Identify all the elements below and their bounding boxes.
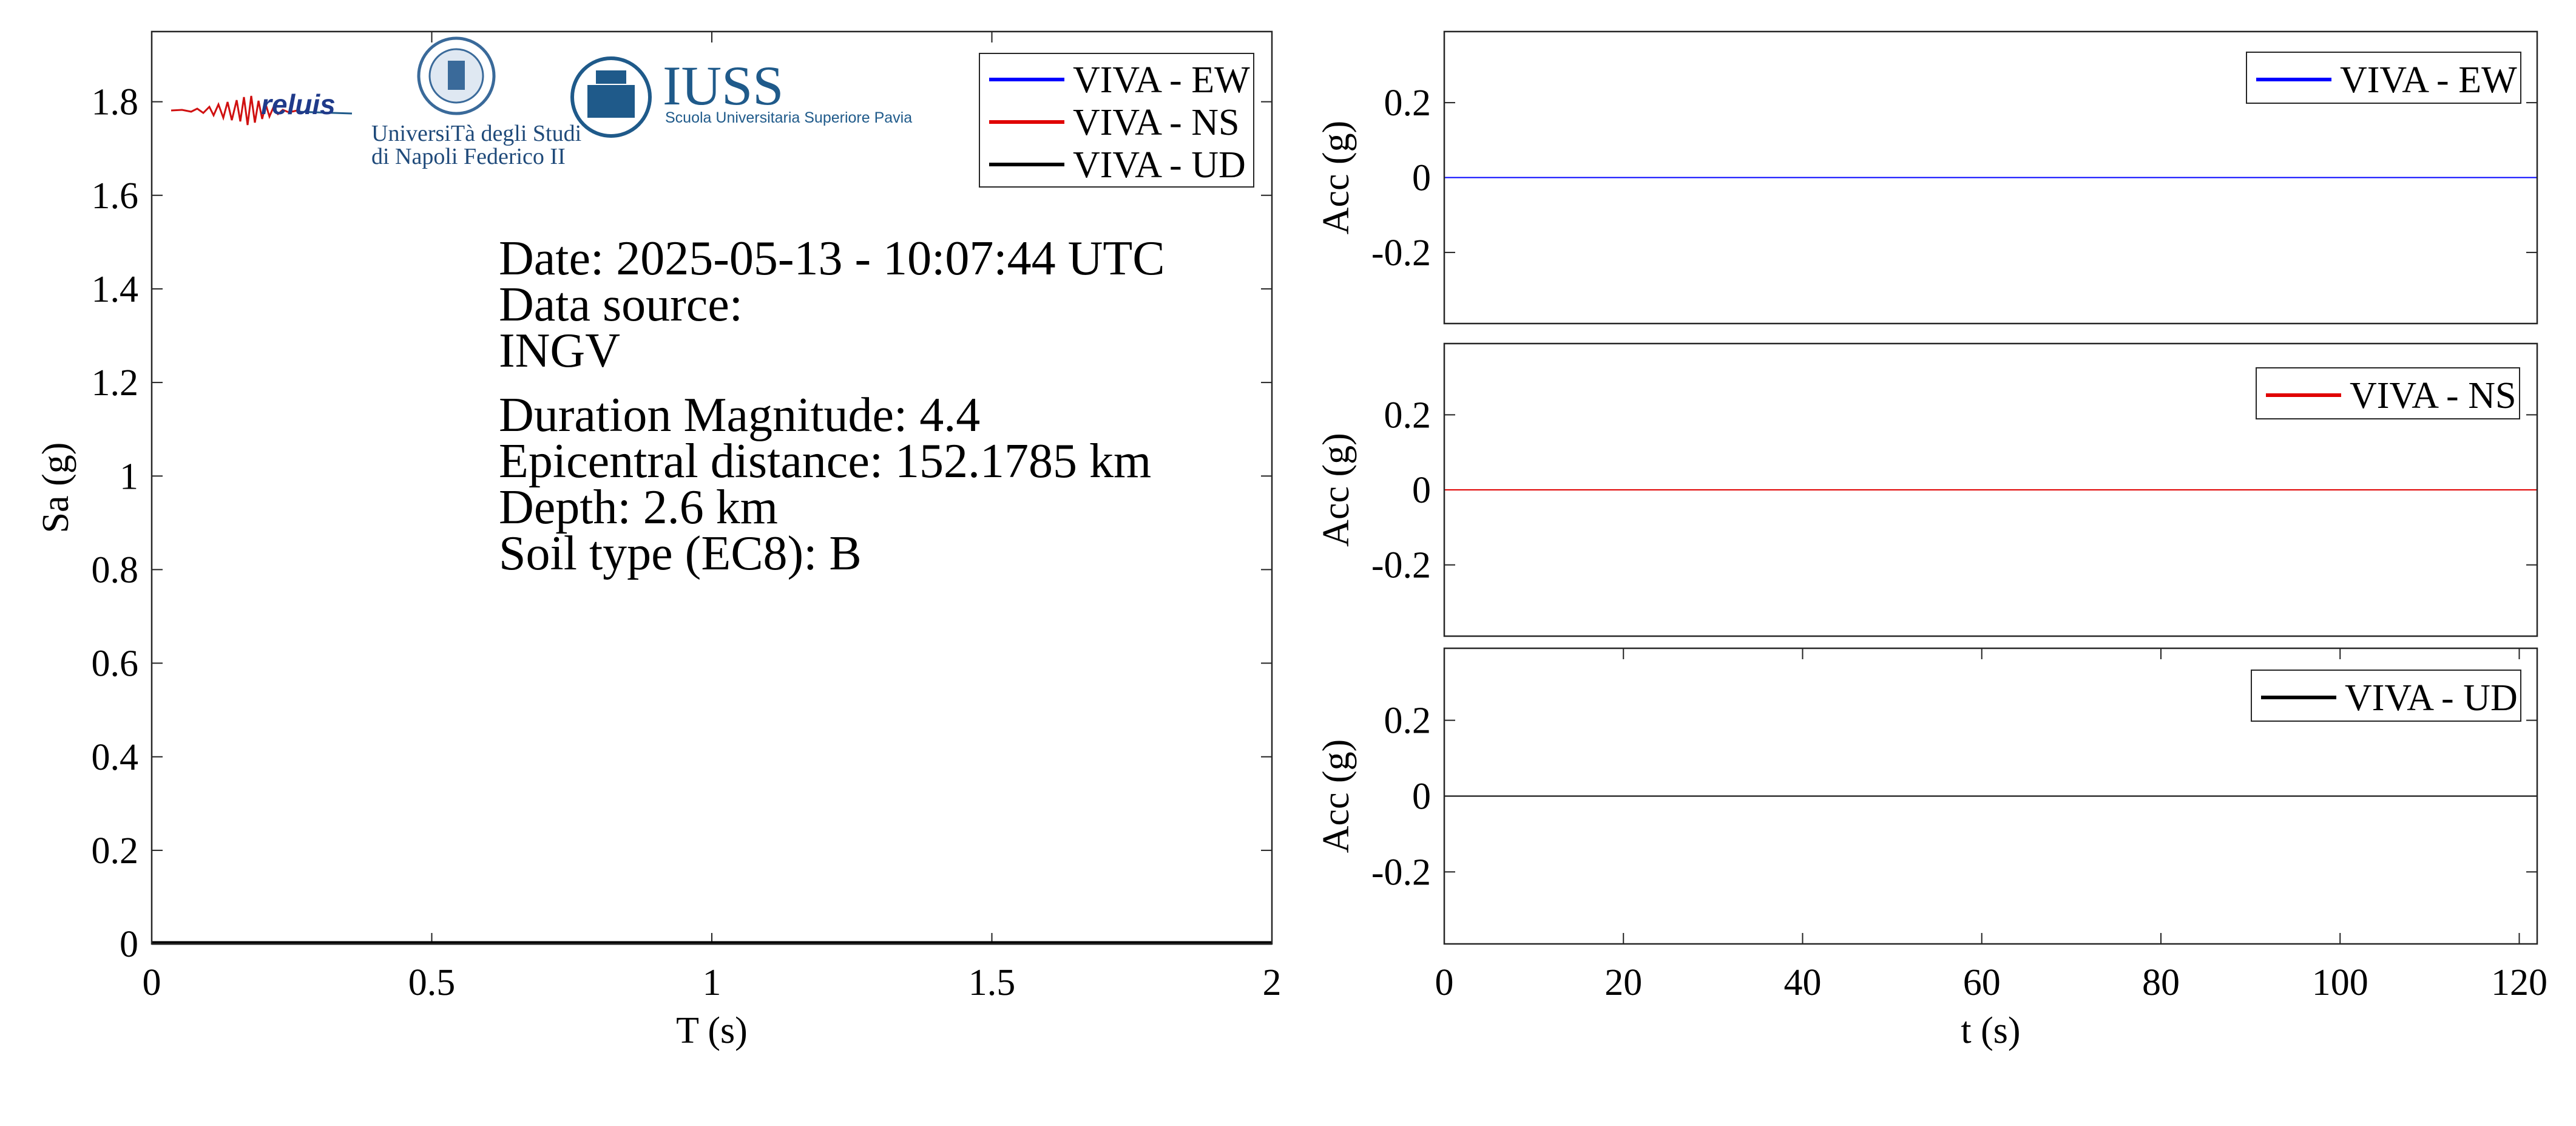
iuss-emblem-building [587,85,635,118]
depth: Depth: 2.6 km [499,481,778,534]
x-tick-label: 1.5 [969,962,1016,1003]
y-tick-label: 1.6 [92,175,139,217]
legend-entry-0: VIVA - EW [1073,59,1250,101]
y-tick-label: 0 [1412,158,1431,199]
y-tick-label: 0.2 [1384,700,1432,742]
x-tick-label: 20 [1604,962,1642,1003]
reluis-baseline [297,110,353,115]
x-tick-label: 0 [143,962,161,1003]
y-tick-label: -0.2 [1371,852,1431,893]
x-tick-label: 0 [1435,962,1454,1003]
y-tick-label: 0 [1412,470,1431,511]
legend-entry-1: VIVA - NS [1073,102,1239,143]
legend-entry-0: VIVA - UD [2345,677,2518,719]
unina-name-line2: di Napoli Federico II [371,144,566,169]
reluis-waveform [171,95,298,126]
y-tick-label: 0.2 [92,830,139,872]
x-tick-label: 1 [703,962,722,1003]
y-tick-label: -0.2 [1371,232,1431,274]
y-axis-label: Acc (g) [1316,121,1357,235]
y-axis-label: Sa (g) [35,443,76,534]
y-tick-label: 0.8 [92,549,139,591]
axes-frame [1443,647,2538,945]
data-source-value: INGV [499,324,620,378]
x-tick-label: 120 [2491,962,2547,1003]
y-tick-label: 1.2 [92,362,139,404]
data-source-label: Data source: [499,278,743,331]
axes-frame [1443,342,2538,637]
iuss-logo: IUSS Scuola Universitaria Superiore Pavi… [570,55,912,138]
acc-panel-ud: -0.2 0 0.2 0 20 40 60 80 100 120 Acc (g) t (s) VIVA … [1316,647,2547,1051]
unina-name-line1: UniversiTà degli Studi [371,121,581,146]
reluis-logo: reluis [171,89,353,126]
unina-seal-figure [448,61,465,90]
acc-panel-ew: -0.2 0 0.2 Acc (g) VIVA - EW [1316,30,2538,325]
x-tick-label: 2 [1263,962,1282,1003]
reluis-wordmark: reluis [261,89,336,120]
iuss-title: IUSS [663,55,783,117]
x-tick-label: 100 [2312,962,2368,1003]
duration-magnitude: Duration Magnitude: 4.4 [499,388,980,442]
y-tick-label: 0 [1412,776,1431,818]
x-tick-label: 60 [1963,962,2001,1003]
unina-logo: UniversiTà degli Studi di Napoli Federic… [371,36,581,169]
spectrum-panel: 0 0.2 0.4 0.6 0.8 1 1.2 1.4 1.6 1.8 0 0.5 1 1.5 2 Sa (g… [35,30,1282,1051]
axes-frame [150,30,1273,945]
y-axis-label: Acc (g) [1316,433,1357,547]
iuss-subtitle: Scuola Universitaria Superiore Pavia [665,109,912,126]
legend-entry-0: VIVA - NS [2350,375,2516,416]
iuss-emblem-roof [596,70,626,84]
x-axis-label: t (s) [1961,1010,2020,1051]
acc-panel-ns: -0.2 0 0.2 Acc (g) VIVA - NS [1316,342,2538,637]
event-date: Date: 2025-05-13 - 10:07:44 UTC [499,232,1165,285]
y-tick-label: 1 [120,456,138,497]
soil-type: Soil type (EC8): B [499,527,862,580]
axes-frame [1443,30,2538,325]
legend-entry-0: VIVA - EW [2340,59,2517,101]
y-tick-label: 0.2 [1384,83,1432,124]
event-info: Date: 2025-05-13 - 10:07:44 UTC Data sou… [499,232,1165,580]
y-tick-label: -0.2 [1371,545,1431,586]
y-tick-label: 1.4 [92,269,139,310]
y-tick-label: 0.6 [92,643,139,685]
epicentral-distance: Epicentral distance: 152.1785 km [499,435,1151,488]
y-tick-label: 0 [120,924,138,965]
x-tick-label: 80 [2142,962,2180,1003]
y-axis-label: Acc (g) [1316,739,1357,853]
x-tick-label: 0.5 [408,962,456,1003]
y-tick-label: 0.4 [92,737,139,778]
y-tick-label: 0.2 [1384,395,1432,436]
legend-entry-2: VIVA - UD [1073,144,1246,186]
x-axis-label: T (s) [676,1010,748,1051]
x-tick-label: 40 [1783,962,1821,1003]
y-tick-label: 1.8 [92,82,139,123]
